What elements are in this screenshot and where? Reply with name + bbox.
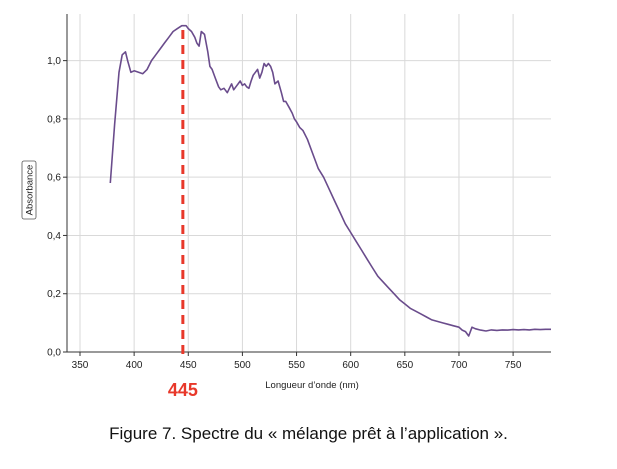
y-axis-label-box: Absorbance: [21, 160, 37, 220]
spectrum-chart: 350 400 450 500 550 600 650 700 750 0,0 0,2 0,4 0,6…: [21, 14, 551, 400]
y-tick-label: 0,4: [47, 231, 61, 242]
x-tick-label: 650: [396, 360, 413, 371]
y-tick-label: 0,6: [47, 173, 61, 184]
x-tick-label: 600: [342, 360, 359, 371]
x-tick-label: 550: [288, 360, 305, 371]
y-tick-labels: 0,0 0,2 0,4 0,6 0,8 1,0: [47, 56, 61, 358]
axes: [63, 14, 551, 356]
grid-lines: [67, 14, 551, 353]
y-tick-label: 0,2: [47, 289, 61, 300]
y-tick-label: 0,8: [47, 114, 61, 125]
y-axis-label: Absorbance: [25, 165, 36, 216]
x-tick-label: 750: [505, 360, 522, 371]
y-tick-label: 0,0: [47, 348, 61, 359]
x-tick-label: 400: [126, 360, 143, 371]
figure-caption: Figure 7. Spectre du « mélange prêt à l’…: [109, 424, 508, 443]
x-tick-label: 450: [180, 360, 197, 371]
x-tick-label: 700: [451, 360, 468, 371]
x-tick-label: 350: [72, 360, 89, 371]
annotation-group: 445: [168, 30, 198, 400]
x-tick-labels: 350 400 450 500 550 600 650 700 750: [72, 360, 522, 371]
series-group: [109, 24, 551, 337]
peak-marker-label: 445: [168, 380, 198, 400]
x-axis-label: Longueur d’onde (nm): [265, 380, 358, 391]
spectrum-line: [109, 24, 551, 337]
x-tick-label: 500: [234, 360, 251, 371]
y-tick-label: 1,0: [47, 56, 61, 67]
